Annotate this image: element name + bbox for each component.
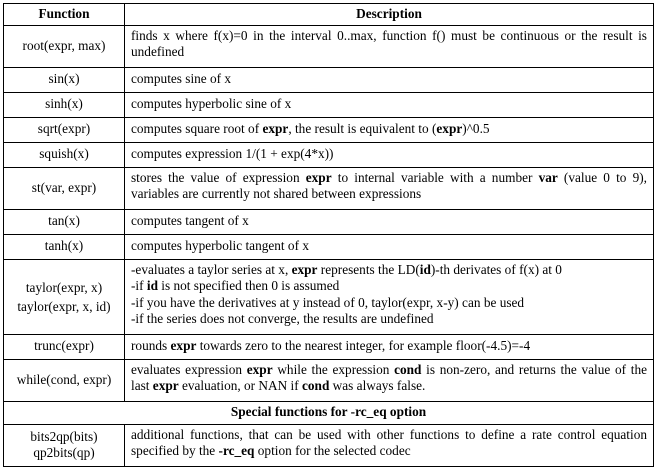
function-signature: taylor(expr, x) [25, 279, 103, 295]
table-row: tan(x) computes tangent of x [3, 208, 654, 235]
desc-text: -evaluates a taylor series at x, [131, 261, 292, 277]
desc-text: to internal variable with a number [331, 169, 539, 185]
function-name: taylor(expr, x) taylor(expr, x, id) [3, 258, 125, 335]
desc-text: option for the selected codec [254, 443, 411, 458]
desc-line: -if id is not specified then 0 is assume… [131, 278, 647, 295]
desc-keyword: expr [291, 261, 318, 277]
function-name: trunc(expr) [3, 333, 125, 360]
desc-text: was always false. [329, 378, 426, 393]
desc-keyword: expr [436, 121, 463, 137]
header-description: Description [124, 3, 654, 26]
desc-text: evaluates expression [131, 361, 247, 377]
desc-text: towards zero to the nearest integer, for… [196, 338, 531, 354]
function-description: stores the value of expression expr to i… [124, 166, 654, 210]
table-row: squish(x) computes expression 1/(1 + exp… [3, 141, 654, 168]
function-name: sqrt(expr) [3, 116, 125, 143]
function-signature: qp2bits(qp) [33, 445, 95, 460]
function-signature: bits2qp(bits) [30, 428, 98, 444]
desc-text: )-th derivates of f(x) at 0 [430, 261, 562, 277]
table-row: st(var, expr) stores the value of expres… [3, 166, 654, 210]
functions-table: Function Description root(expr, max) fin… [3, 3, 654, 467]
function-name: sinh(x) [3, 91, 125, 118]
desc-text: is non-zero, and returns the value of th… [131, 361, 647, 394]
function-name: root(expr, max) [3, 24, 125, 68]
section-title: Special functions for -rc_eq option [3, 400, 654, 425]
function-name: tanh(x) [3, 233, 125, 260]
function-signature: taylor(expr, x, id) [17, 298, 111, 314]
desc-text: while the expression [272, 361, 395, 377]
function-name: st(var, expr) [3, 166, 125, 210]
desc-keyword: expr [170, 338, 197, 354]
desc-line: -if you have the derivatives at y instea… [131, 294, 525, 310]
desc-keyword: expr [262, 121, 289, 137]
desc-text: (value 0 to 9), variables are currently … [131, 169, 647, 202]
function-description: finds x where f(x)=0 in the interval 0..… [124, 24, 654, 68]
desc-text: evaluation, or NAN if [178, 378, 302, 393]
desc-keyword: cond [302, 378, 330, 393]
desc-keyword: expr [152, 378, 179, 393]
function-description: computes tangent of x [124, 208, 654, 235]
section-header-row: Special functions for -rc_eq option [3, 400, 654, 425]
function-name: bits2qp(bits) qp2bits(qp) [3, 423, 125, 467]
desc-keyword: var [538, 169, 558, 185]
function-description: computes expression 1/(1 + exp(4*x)) [124, 141, 654, 168]
header-function: Function [3, 3, 125, 26]
table-row: sinh(x) computes hyperbolic sine of x [3, 91, 654, 118]
function-description: rounds expr towards zero to the nearest … [124, 333, 654, 360]
desc-keyword: expr [305, 169, 332, 185]
desc-text: -if [131, 278, 147, 293]
table-row: taylor(expr, x) taylor(expr, x, id) -eva… [3, 258, 654, 335]
desc-line: -if the series does not converge, the re… [131, 311, 434, 326]
table-row: sin(x) computes sine of x [3, 66, 654, 93]
desc-text: rounds [131, 338, 171, 354]
table-row: tanh(x) computes hyperbolic tangent of x [3, 233, 654, 260]
function-description: computes hyperbolic sine of x [124, 91, 654, 118]
desc-keyword: -rc_eq [218, 443, 255, 458]
function-name: squish(x) [3, 141, 125, 168]
desc-keyword: id [146, 278, 158, 293]
function-name: tan(x) [3, 208, 125, 235]
function-description: computes hyperbolic tangent of x [124, 233, 654, 260]
function-description: -evaluates a taylor series at x, expr re… [124, 258, 654, 335]
desc-text: computes square root of [131, 121, 263, 137]
function-name: sin(x) [3, 66, 125, 93]
desc-text: stores the value of expression [131, 169, 306, 185]
function-description: computes sine of x [124, 66, 654, 93]
table-row: bits2qp(bits) qp2bits(qp) additional fun… [3, 423, 654, 467]
desc-text: additional functions, that can be used w… [131, 426, 647, 459]
table-row: trunc(expr) rounds expr towards zero to … [3, 333, 654, 360]
function-description: evaluates expression expr while the expr… [124, 358, 654, 402]
desc-text: )^0.5 [462, 121, 490, 137]
desc-text: is not specified then 0 is assumed [157, 278, 340, 293]
desc-text: represents the LD( [317, 261, 420, 277]
table-row: sqrt(expr) computes square root of expr,… [3, 116, 654, 143]
desc-text: , the result is equivalent to ( [288, 121, 437, 137]
function-description: computes square root of expr, the result… [124, 116, 654, 143]
function-description: additional functions, that can be used w… [124, 423, 654, 467]
table-row: while(cond, expr) evaluates expression e… [3, 358, 654, 402]
desc-keyword: expr [246, 361, 273, 377]
desc-keyword: cond [394, 361, 422, 377]
header-row: Function Description [3, 3, 654, 26]
table-row: root(expr, max) finds x where f(x)=0 in … [3, 24, 654, 68]
desc-line: -evaluates a taylor series at x, expr re… [131, 262, 647, 279]
desc-keyword: id [419, 261, 431, 277]
function-name: while(cond, expr) [3, 358, 125, 402]
